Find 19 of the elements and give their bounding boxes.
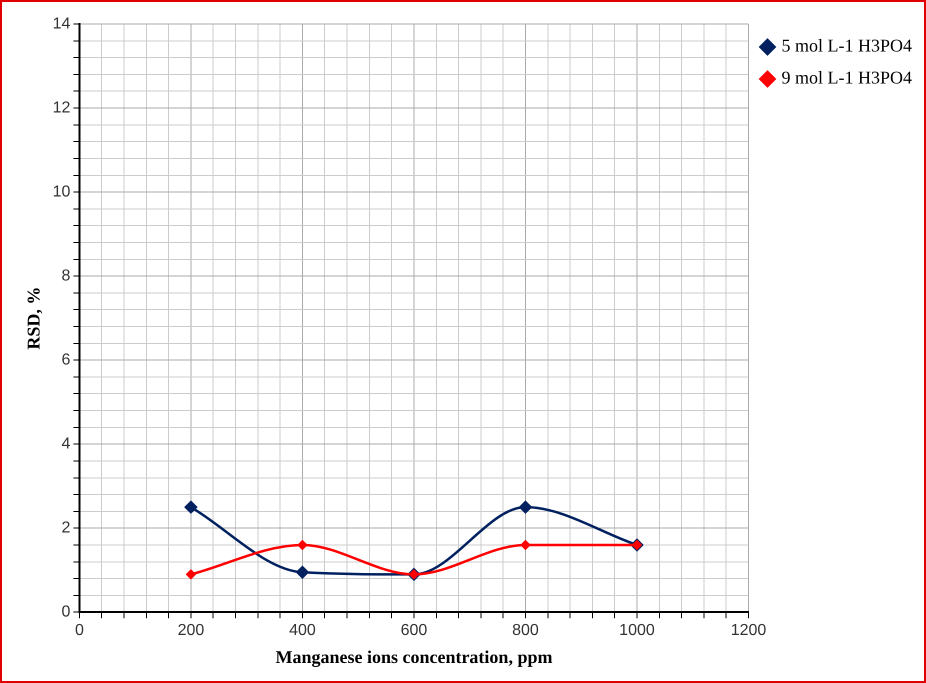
x-axis-title: Manganese ions concentration, ppm	[275, 646, 552, 667]
y-tick-label: 10	[52, 183, 70, 200]
x-tick-label: 400	[289, 622, 316, 640]
x-tick-label: 800	[512, 622, 539, 640]
y-axis-title: RSD, %	[23, 286, 44, 350]
y-tick-label: 0	[61, 604, 70, 621]
y-tick-label: 14	[52, 15, 70, 32]
legend-label: 9 mol L-1 H3PO4	[782, 68, 912, 88]
legend-label: 5 mol L-1 H3PO4	[782, 36, 912, 56]
x-tick-label: 200	[178, 622, 204, 640]
x-tick-label: 1000	[619, 622, 655, 640]
y-tick-label: 8	[61, 267, 70, 284]
y-tick-label: 2	[61, 520, 70, 537]
y-tick-label: 12	[52, 99, 70, 116]
x-tick-label: 1200	[730, 622, 766, 640]
y-tick-label: 4	[61, 436, 70, 453]
x-tick-label: 600	[400, 622, 428, 640]
x-tick-label: 0	[74, 622, 84, 640]
y-tick-label: 6	[61, 352, 70, 369]
